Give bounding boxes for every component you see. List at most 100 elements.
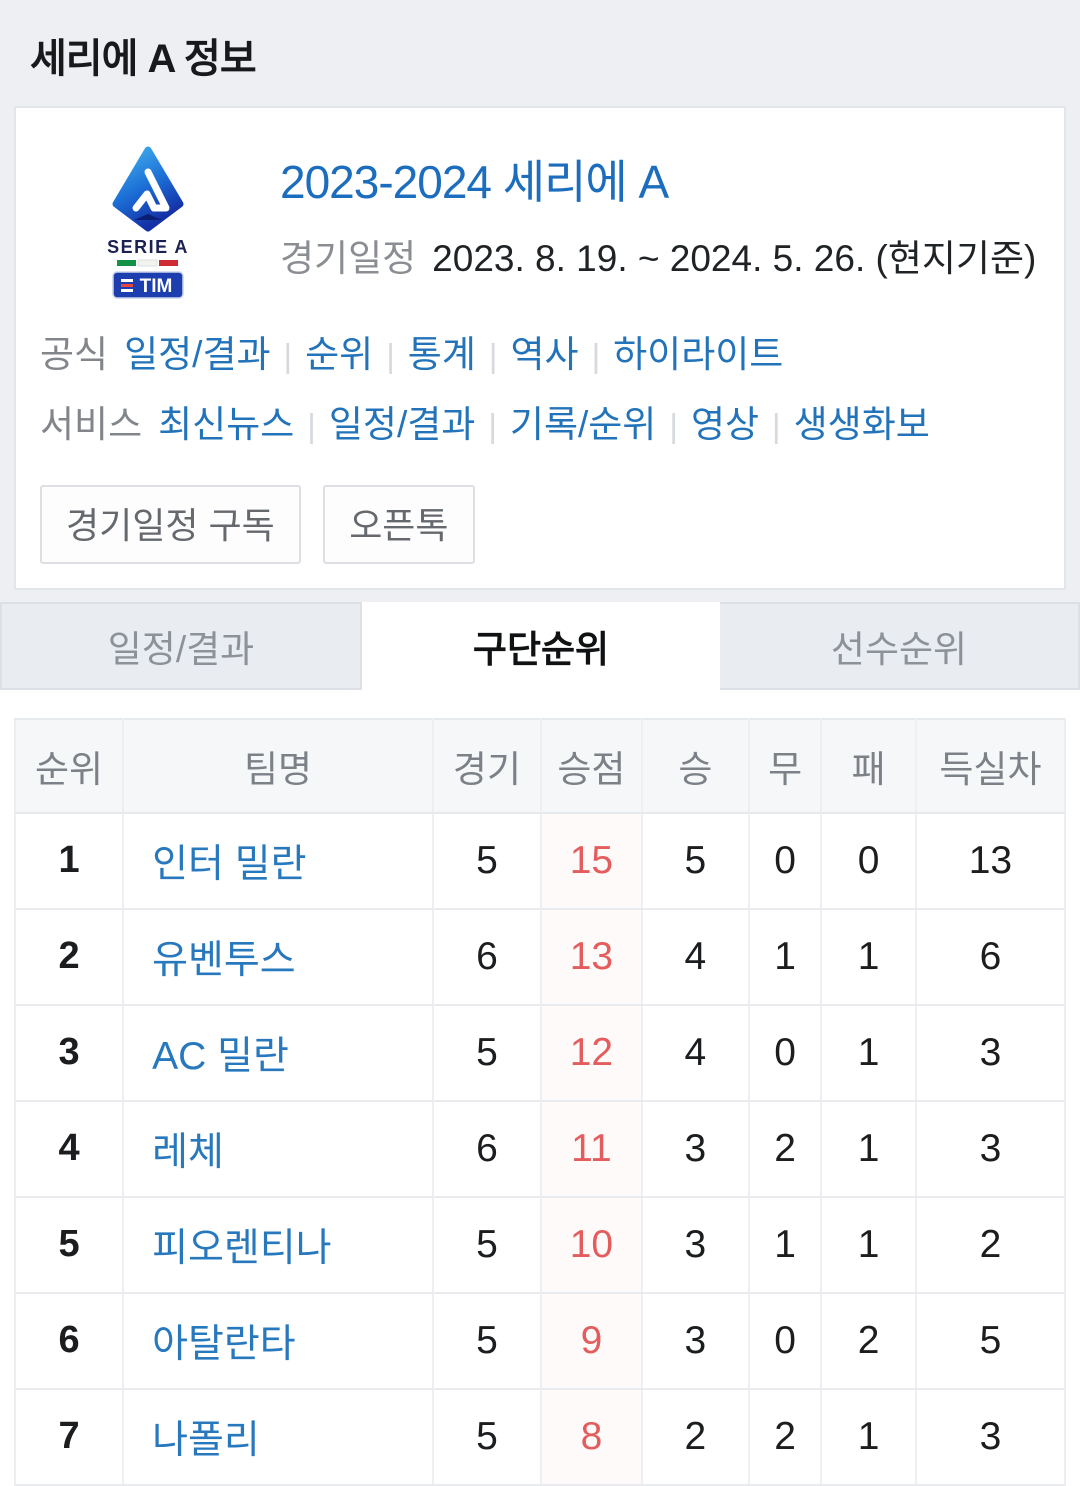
- link-separator: |: [386, 337, 395, 374]
- league-info-card: SERIE A TIM 2023-2024 세리에 A 경기일정 2023. 8.…: [14, 106, 1066, 590]
- column-header: 패: [820, 718, 916, 814]
- rank-cell: 4: [15, 1100, 124, 1198]
- card-head: SERIE A TIM 2023-2024 세리에 A 경기일정 2023. 8.…: [40, 146, 1040, 315]
- team-cell: 피오렌티나: [122, 1196, 433, 1294]
- gd-cell: 5: [914, 1292, 1065, 1390]
- open-talk-button[interactable]: 오픈톡: [323, 484, 475, 564]
- official-link[interactable]: 통계: [407, 334, 476, 375]
- official-link[interactable]: 일정/결과: [124, 334, 271, 375]
- link-separator: |: [772, 406, 781, 444]
- played-cell: 5: [431, 1388, 542, 1486]
- rank-cell: 1: [15, 812, 124, 910]
- team-link[interactable]: 인터 밀란: [152, 842, 307, 886]
- official-link[interactable]: 하이라이트: [613, 334, 784, 375]
- played-cell: 5: [431, 1004, 542, 1102]
- column-header: 득실차: [914, 718, 1065, 814]
- points-cell: 8: [540, 1388, 642, 1486]
- column-header: 무: [747, 718, 822, 814]
- loss-cell: 1: [820, 1388, 916, 1486]
- button-row: 경기일정 구독 오픈톡: [40, 484, 1040, 572]
- played-cell: 6: [431, 1100, 542, 1198]
- gd-cell: 6: [914, 908, 1065, 1006]
- rank-cell: 6: [15, 1292, 124, 1390]
- service-links-row: 서비스 최신뉴스 | 일정/결과 | 기록/순위 | 영상 | 생생화보: [40, 395, 1040, 455]
- gd-cell: 13: [914, 812, 1065, 910]
- points-cell: 15: [540, 812, 642, 910]
- draw-cell: 1: [747, 908, 822, 1006]
- team-link[interactable]: 아탈란타: [152, 1322, 296, 1366]
- table-row: 6 아탈란타 5 9 3 0 2 5: [15, 1292, 1065, 1390]
- loss-cell: 1: [820, 1004, 916, 1102]
- subscribe-schedule-button[interactable]: 경기일정 구독: [40, 484, 301, 564]
- service-link[interactable]: 일정/결과: [328, 403, 476, 445]
- service-link[interactable]: 최신뉴스: [158, 403, 295, 445]
- points-cell: 13: [540, 908, 642, 1006]
- tab-schedule-results[interactable]: 일정/결과: [0, 601, 362, 690]
- official-label: 공식: [40, 334, 109, 375]
- points-cell: 9: [540, 1292, 642, 1390]
- link-separator: |: [283, 337, 293, 374]
- serie-a-logo-icon: SERIE A TIM: [107, 146, 187, 299]
- played-cell: 5: [431, 812, 542, 910]
- loss-cell: 1: [820, 1196, 916, 1294]
- team-cell: 나폴리: [122, 1388, 433, 1486]
- standings-header-row: 순위 팀명 경기 승점 승 무 패 득실차: [15, 718, 1065, 814]
- service-link[interactable]: 생생화보: [793, 403, 930, 445]
- team-link[interactable]: 유벤투스: [152, 938, 296, 982]
- column-header: 순위: [15, 718, 124, 814]
- column-header: 승: [640, 718, 749, 814]
- rank-cell: 3: [15, 1004, 124, 1102]
- link-separator: |: [488, 337, 498, 374]
- points-cell: 12: [540, 1004, 642, 1102]
- official-link[interactable]: 순위: [305, 334, 374, 375]
- team-link[interactable]: AC 밀란: [152, 1034, 289, 1078]
- tab-player-rankings[interactable]: 선수순위: [720, 601, 1080, 690]
- team-link[interactable]: 레체: [152, 1130, 224, 1174]
- points-cell: 11: [540, 1100, 642, 1198]
- team-link[interactable]: 나폴리: [152, 1418, 260, 1462]
- team-link[interactable]: 피오렌티나: [152, 1226, 332, 1270]
- link-separator: |: [669, 406, 678, 444]
- league-title-link[interactable]: 2023-2024 세리에 A: [280, 156, 669, 208]
- service-link[interactable]: 기록/순위: [509, 403, 657, 445]
- page-header: 세리에 A 정보: [0, 0, 1080, 106]
- loss-cell: 1: [820, 1100, 916, 1198]
- rank-cell: 2: [15, 908, 124, 1006]
- gd-cell: 3: [914, 1388, 1065, 1486]
- gd-cell: 3: [914, 1004, 1065, 1102]
- gd-cell: 2: [914, 1196, 1065, 1294]
- played-cell: 6: [431, 908, 542, 1006]
- draw-cell: 0: [747, 1292, 822, 1390]
- tab-club-rankings[interactable]: 구단순위: [362, 601, 720, 690]
- service-link[interactable]: 영상: [690, 403, 760, 445]
- table-row: 1 인터 밀란 5 15 5 0 0 13: [15, 812, 1065, 910]
- win-cell: 5: [640, 812, 749, 910]
- title-column: 2023-2024 세리에 A 경기일정 2023. 8. 19. ~ 2024.…: [280, 146, 1040, 286]
- link-separator: |: [307, 406, 316, 444]
- gd-cell: 3: [914, 1100, 1065, 1198]
- loss-cell: 0: [820, 812, 916, 910]
- loss-cell: 1: [820, 908, 916, 1006]
- official-link[interactable]: 역사: [510, 334, 579, 375]
- column-header: 팀명: [122, 718, 433, 814]
- schedule-value: 2023. 8. 19. ~ 2024. 5. 26. (현지기준): [432, 238, 1037, 279]
- link-separator: |: [488, 406, 497, 444]
- points-cell: 10: [540, 1196, 642, 1294]
- schedule-line: 경기일정 2023. 8. 19. ~ 2024. 5. 26. (현지기준): [280, 232, 1040, 286]
- team-cell: 인터 밀란: [122, 812, 433, 910]
- official-links-row: 공식 일정/결과 | 순위 | 통계 | 역사 | 하이라이트: [40, 325, 1040, 385]
- serie-a-logo: SERIE A TIM: [98, 146, 198, 315]
- draw-cell: 2: [747, 1100, 822, 1198]
- draw-cell: 2: [747, 1388, 822, 1486]
- standings-section: 순위 팀명 경기 승점 승 무 패 득실차 1 인터 밀란 5 15 5 0 0 13 2 유벤투스 6 13 4 1 1…: [0, 689, 1080, 1486]
- team-cell: 아탈란타: [122, 1292, 433, 1390]
- win-cell: 3: [640, 1292, 749, 1390]
- rank-cell: 5: [15, 1196, 124, 1294]
- column-header: 승점: [540, 718, 642, 814]
- tab-bar: 일정/결과 구단순위 선수순위: [0, 601, 1080, 690]
- table-row: 2 유벤투스 6 13 4 1 1 6: [15, 908, 1065, 1006]
- service-label: 서비스: [40, 403, 143, 445]
- table-row: 5 피오렌티나 5 10 3 1 1 2: [15, 1196, 1065, 1294]
- team-cell: 레체: [122, 1100, 433, 1198]
- played-cell: 5: [431, 1292, 542, 1390]
